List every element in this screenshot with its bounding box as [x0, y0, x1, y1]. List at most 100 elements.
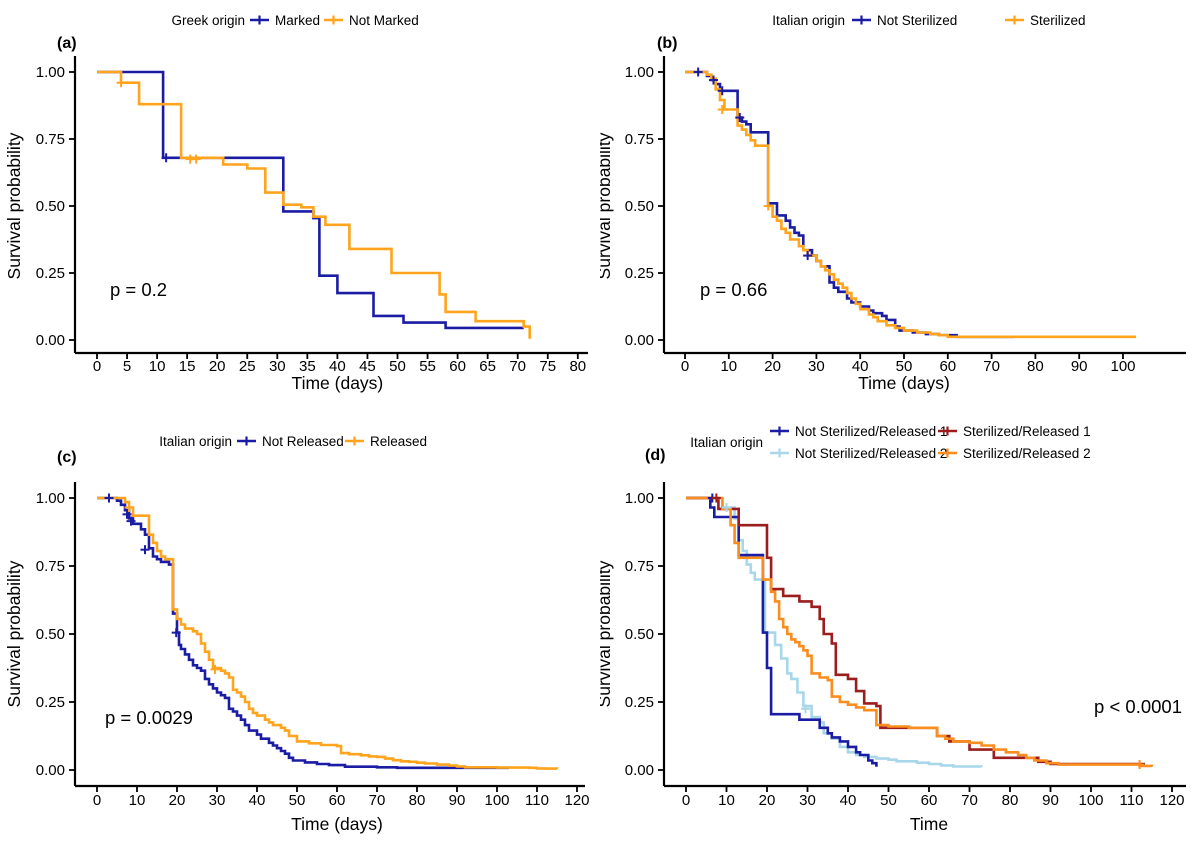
x-tick-label: 40 [852, 358, 869, 375]
y-tick-label: 0.50 [36, 198, 65, 215]
panel-a: (a) Greek origin Marked Not Marked 0.00 0.25 0… [0, 0, 600, 421]
y-tick-label: 0.00 [625, 332, 654, 349]
y-tick-label: 0.50 [625, 198, 654, 215]
legend-label: Not Released [262, 434, 344, 449]
y-tick-label: 1.00 [36, 64, 65, 81]
x-tick-label: 120 [564, 792, 589, 809]
y-tick-label: 0.75 [36, 131, 65, 148]
x-tick-label: 70 [961, 792, 978, 809]
x-tick-label: 20 [764, 358, 781, 375]
curve-sterilized [685, 70, 1137, 339]
curve-not-released [97, 496, 509, 770]
y-tick-label: 0.75 [36, 558, 65, 575]
x-tick-label: 60 [921, 792, 938, 809]
x-tick-label: 30 [269, 358, 286, 375]
panel-c: (c) Italian origin Not Released Released 0.0… [0, 421, 600, 842]
y-tick-label: 0.25 [625, 694, 654, 711]
y-axis-title: Survival probability [4, 560, 24, 707]
y-tick-label: 1.00 [625, 64, 654, 81]
curve-marked [97, 70, 524, 330]
legend-title: Italian origin [159, 434, 232, 449]
curve-sterilized-released-1 [686, 496, 1145, 766]
y-tick-label: 0.50 [625, 626, 654, 643]
x-tick-label: 80 [1027, 358, 1044, 375]
curve-not-sterilized-released-1 [686, 496, 878, 767]
x-tick-label: 110 [525, 792, 549, 809]
x-tick-label: 60 [329, 792, 346, 809]
x-tick-label: 80 [1002, 792, 1019, 809]
x-tick-label: 70 [983, 358, 1000, 375]
survival-panel-svg-d: (d) Italian origin Not Sterilized/Released… [600, 424, 1186, 834]
y-tick-label: 0.75 [625, 558, 654, 575]
x-tick-label: 0 [93, 792, 101, 809]
legend-label: Sterilized/Released 2 [963, 446, 1091, 461]
x-tick-label: 20 [209, 358, 226, 375]
legend-label: Not Sterilized/Released 1 [795, 424, 947, 439]
y-tick-label: 0.00 [36, 762, 65, 779]
x-axis-title: Time (days) [858, 373, 950, 393]
x-tick-label: 80 [569, 358, 586, 375]
y-tick-label: 0.00 [36, 332, 65, 349]
survival-panel-svg-a: (a) Greek origin Marked Not Marked 0.00 0.25 0… [4, 13, 588, 393]
x-tick-label: 20 [169, 792, 186, 809]
x-tick-label: 25 [239, 358, 256, 375]
panel-letter: (b) [657, 35, 677, 52]
x-tick-label: 65 [479, 358, 496, 375]
survival-panel-svg-c: (c) Italian origin Not Released Released 0.0… [4, 434, 590, 834]
y-axis-title: Survival probability [4, 132, 24, 279]
legend-label: Sterilized [1030, 13, 1086, 28]
x-tick-label: 10 [129, 792, 146, 809]
x-axis-title: Time (days) [291, 814, 383, 834]
legend-label: Not Marked [349, 13, 419, 28]
x-tick-label: 0 [93, 358, 101, 375]
y-tick-label: 0.00 [625, 762, 654, 779]
x-tick-label: 100 [484, 792, 509, 809]
x-axis-title: Time (days) [292, 373, 384, 393]
x-tick-label: 110 [1120, 792, 1144, 809]
x-tick-label: 20 [759, 792, 776, 809]
legend-label: Not Sterilized [877, 13, 957, 28]
panel-letter: (a) [57, 35, 77, 52]
curve-released [97, 496, 559, 770]
p-value-label: p = 0.2 [110, 279, 167, 300]
y-axis-title: Survival probability [600, 560, 614, 707]
x-tick-label: 45 [359, 358, 376, 375]
y-tick-label: 0.75 [625, 131, 654, 148]
x-tick-label: 80 [409, 792, 426, 809]
x-tick-label: 55 [419, 358, 436, 375]
curve-not-marked [97, 70, 531, 339]
x-tick-label: 10 [720, 358, 737, 375]
x-tick-label: 0 [682, 792, 690, 809]
x-tick-label: 50 [896, 358, 913, 375]
x-tick-label: 35 [299, 358, 316, 375]
x-tick-label: 10 [149, 358, 166, 375]
x-tick-label: 15 [179, 358, 196, 375]
survival-panel-svg-b: (b) Italian origin Not Sterilized Sterilize… [600, 13, 1186, 393]
legend-title: Italian origin [772, 13, 845, 28]
panel-b: (b) Italian origin Not Sterilized Sterilize… [600, 0, 1200, 421]
panel-letter: (c) [57, 449, 77, 466]
p-value-label: p < 0.0001 [1094, 696, 1182, 717]
y-tick-label: 0.25 [36, 694, 65, 711]
x-tick-label: 60 [449, 358, 466, 375]
legend-label: Sterilized/Released 1 [963, 424, 1091, 439]
x-tick-label: 10 [718, 792, 735, 809]
legend-label: Not Sterilized/Released 2 [795, 446, 947, 461]
x-tick-label: 30 [209, 792, 226, 809]
x-tick-label: 120 [1159, 792, 1184, 809]
x-tick-label: 70 [369, 792, 386, 809]
x-tick-label: 60 [939, 358, 956, 375]
x-tick-label: 5 [123, 358, 131, 375]
panel-d: (d) Italian origin Not Sterilized/Released… [600, 421, 1200, 842]
y-tick-label: 1.00 [36, 490, 65, 507]
p-value-label: p = 0.66 [700, 279, 767, 300]
x-tick-label: 75 [539, 358, 556, 375]
x-tick-label: 30 [808, 358, 825, 375]
x-tick-label: 100 [1078, 792, 1103, 809]
x-tick-label: 0 [681, 358, 689, 375]
y-tick-label: 0.25 [36, 265, 65, 282]
legend-title: Greek origin [171, 13, 245, 28]
x-tick-label: 40 [840, 792, 857, 809]
x-tick-label: 30 [799, 792, 816, 809]
